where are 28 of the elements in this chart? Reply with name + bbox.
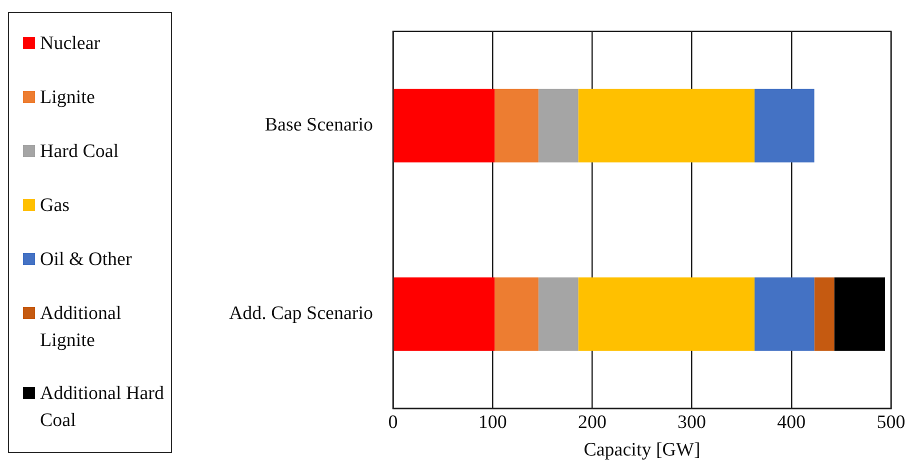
bar (578, 88, 755, 162)
y-tick-label: Base Scenario (264, 114, 373, 136)
y-tick-label: Add. Cap Scenario (228, 303, 373, 324)
bar (494, 88, 538, 162)
bar (578, 277, 755, 351)
legend-label: Lignite (40, 86, 95, 110)
bar (754, 277, 814, 351)
bar (538, 88, 578, 162)
bar (538, 277, 578, 351)
legend-label: Nuclear (40, 32, 100, 56)
x-tick-label: 400 (777, 412, 806, 433)
legend-label: Hard Coal (40, 140, 119, 164)
x-axis-title: Capacity [GW] (584, 440, 700, 461)
x-tick-label: 500 (876, 412, 906, 433)
bar (834, 277, 886, 351)
x-tick-label: 0 (388, 412, 398, 433)
x-tick-label: 100 (478, 412, 507, 433)
legend-label: Additional Lignite (40, 302, 122, 353)
legend-label: Additional Hard Coal (40, 382, 165, 434)
bar (754, 88, 814, 162)
legend-label: Oil & Other (40, 248, 132, 272)
legend-label: Gas (40, 194, 70, 218)
x-tick-label: 200 (578, 412, 606, 433)
bar (394, 277, 495, 351)
x-tick-label: 300 (678, 412, 706, 433)
bar (494, 277, 538, 351)
bar (814, 277, 834, 351)
bar (394, 88, 495, 162)
